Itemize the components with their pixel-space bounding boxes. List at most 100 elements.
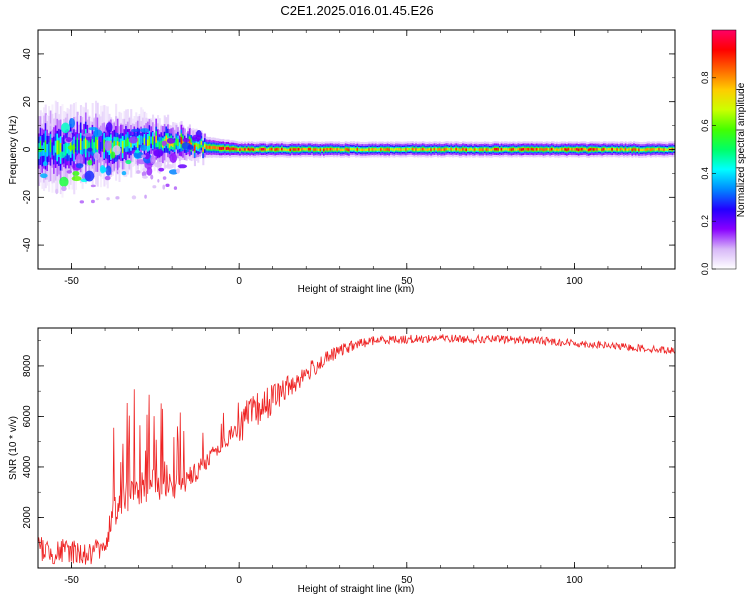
spectrogram-speckle bbox=[90, 184, 96, 188]
spectrogram-blob bbox=[65, 137, 72, 143]
spectrogram-cell bbox=[577, 148, 580, 152]
spectrogram-cell bbox=[579, 148, 582, 151]
spectrogram-cell bbox=[217, 146, 220, 150]
spectrogram-cell bbox=[198, 144, 202, 149]
spectrogram-cell bbox=[235, 147, 238, 151]
snr-ylabel: SNR (10 * v/v) bbox=[8, 416, 19, 480]
spectrogram-cell bbox=[259, 147, 262, 151]
spectrogram-cell bbox=[448, 148, 451, 151]
spectrogram-cell bbox=[438, 147, 441, 151]
spectrogram-cell bbox=[549, 148, 552, 152]
spectrogram-cell bbox=[81, 140, 84, 155]
spectrogram-cell bbox=[260, 148, 264, 151]
spectrogram-cell bbox=[111, 142, 114, 153]
spectrogram-cell bbox=[339, 148, 342, 152]
spectrogram-speckle bbox=[61, 186, 67, 192]
colorbar-label: Normalized spectral amplitude bbox=[736, 82, 747, 217]
spectrogram-cell bbox=[599, 148, 602, 151]
spectrogram-cell bbox=[515, 148, 518, 151]
spectrogram-cell bbox=[477, 148, 480, 151]
spectrogram-cell bbox=[666, 148, 669, 152]
spectrogram-xlabel: Height of straight line (km) bbox=[298, 284, 415, 295]
spectrogram-cell bbox=[354, 148, 357, 151]
spectrogram-cell bbox=[244, 148, 247, 151]
spectrogram-speckle bbox=[79, 200, 85, 204]
spectrogram-cell bbox=[485, 148, 488, 151]
spectrogram-cell bbox=[86, 136, 89, 150]
spectrogram-cell bbox=[500, 148, 503, 151]
spectrogram-cell bbox=[559, 148, 562, 151]
spectrogram-cell bbox=[571, 148, 574, 151]
spectrogram-cell bbox=[368, 148, 371, 151]
spectrogram-cell bbox=[324, 147, 327, 151]
spectrogram-cell bbox=[222, 146, 225, 150]
spectrogram-cell bbox=[507, 148, 510, 151]
spectrogram-cell bbox=[493, 147, 497, 151]
spectrogram-cell bbox=[200, 141, 203, 145]
spectrogram-cell bbox=[267, 148, 270, 151]
spectrogram-cell bbox=[343, 148, 346, 152]
spectrogram-cell bbox=[182, 139, 185, 146]
spectrogram-cell bbox=[468, 148, 471, 151]
spectrogram-cell bbox=[423, 148, 426, 151]
spectrogram-cell bbox=[384, 148, 388, 151]
spectrogram-cell bbox=[227, 146, 230, 150]
spectrogram-cell bbox=[334, 148, 337, 151]
spectrogram-cell bbox=[596, 148, 599, 151]
spectrogram-cell bbox=[39, 140, 42, 152]
spectrogram-cell bbox=[475, 148, 478, 151]
spectrogram-cell bbox=[175, 137, 178, 146]
spectrogram-cell bbox=[519, 148, 522, 151]
spectrogram-cell bbox=[215, 146, 218, 150]
spectrogram-cell bbox=[188, 139, 191, 146]
spectrogram-cell bbox=[44, 140, 47, 153]
spectrogram-blob bbox=[87, 147, 93, 152]
spectrogram-cell bbox=[460, 148, 463, 152]
spectrogram-cell bbox=[581, 148, 584, 151]
spectrogram-cell bbox=[240, 147, 243, 151]
spectrogram-blob bbox=[42, 161, 48, 167]
spectrogram-blob bbox=[104, 136, 113, 141]
spectrogram-cell bbox=[79, 138, 82, 150]
spectrogram-cell bbox=[341, 148, 344, 152]
spectrogram-cell bbox=[329, 147, 332, 151]
spectrogram-cell bbox=[321, 148, 324, 151]
spectrogram-cell bbox=[130, 139, 133, 148]
colorbar-gradient bbox=[711, 29, 737, 270]
spectrogram-cell bbox=[618, 148, 621, 152]
spectrogram-cell bbox=[544, 148, 547, 151]
spectrogram-cell bbox=[61, 144, 64, 158]
spectrogram-cell bbox=[462, 147, 465, 151]
spectrogram-cell bbox=[309, 147, 312, 151]
spectrogram-cell bbox=[279, 148, 282, 151]
spectrogram-cell bbox=[356, 148, 359, 151]
spectrogram-cell bbox=[49, 139, 52, 153]
spectrogram-cell bbox=[353, 147, 356, 151]
spectrogram-cell bbox=[465, 148, 468, 152]
spectrogram-blob bbox=[131, 128, 139, 133]
spectrogram-cell bbox=[364, 148, 367, 152]
spectrogram-cell bbox=[58, 140, 61, 155]
y-tick-label: 40 bbox=[22, 48, 33, 60]
spectrogram-cell bbox=[219, 146, 222, 150]
spectrogram-cell bbox=[621, 147, 624, 151]
spectrogram-cell bbox=[472, 148, 475, 152]
spectrogram-speckle bbox=[157, 178, 160, 183]
spectrogram-cell bbox=[383, 148, 386, 152]
spectrogram-blob bbox=[75, 153, 84, 165]
spectrogram-cell bbox=[467, 148, 470, 151]
spectrogram-cell bbox=[649, 148, 652, 152]
spectrogram-blob bbox=[164, 164, 174, 169]
spectrogram-cell bbox=[153, 140, 156, 148]
spectrogram-cell bbox=[378, 148, 381, 151]
spectrogram-speckle bbox=[117, 169, 120, 174]
spectrogram-cell bbox=[239, 148, 242, 152]
spectrogram-speckle bbox=[152, 185, 157, 189]
spectrogram-cell bbox=[66, 140, 69, 154]
spectrogram-cell bbox=[525, 148, 528, 151]
spectrogram-blob bbox=[110, 151, 116, 159]
spectrogram-cell bbox=[277, 148, 280, 151]
spectrogram-blob bbox=[133, 151, 144, 159]
spectrogram-cell bbox=[569, 147, 572, 151]
